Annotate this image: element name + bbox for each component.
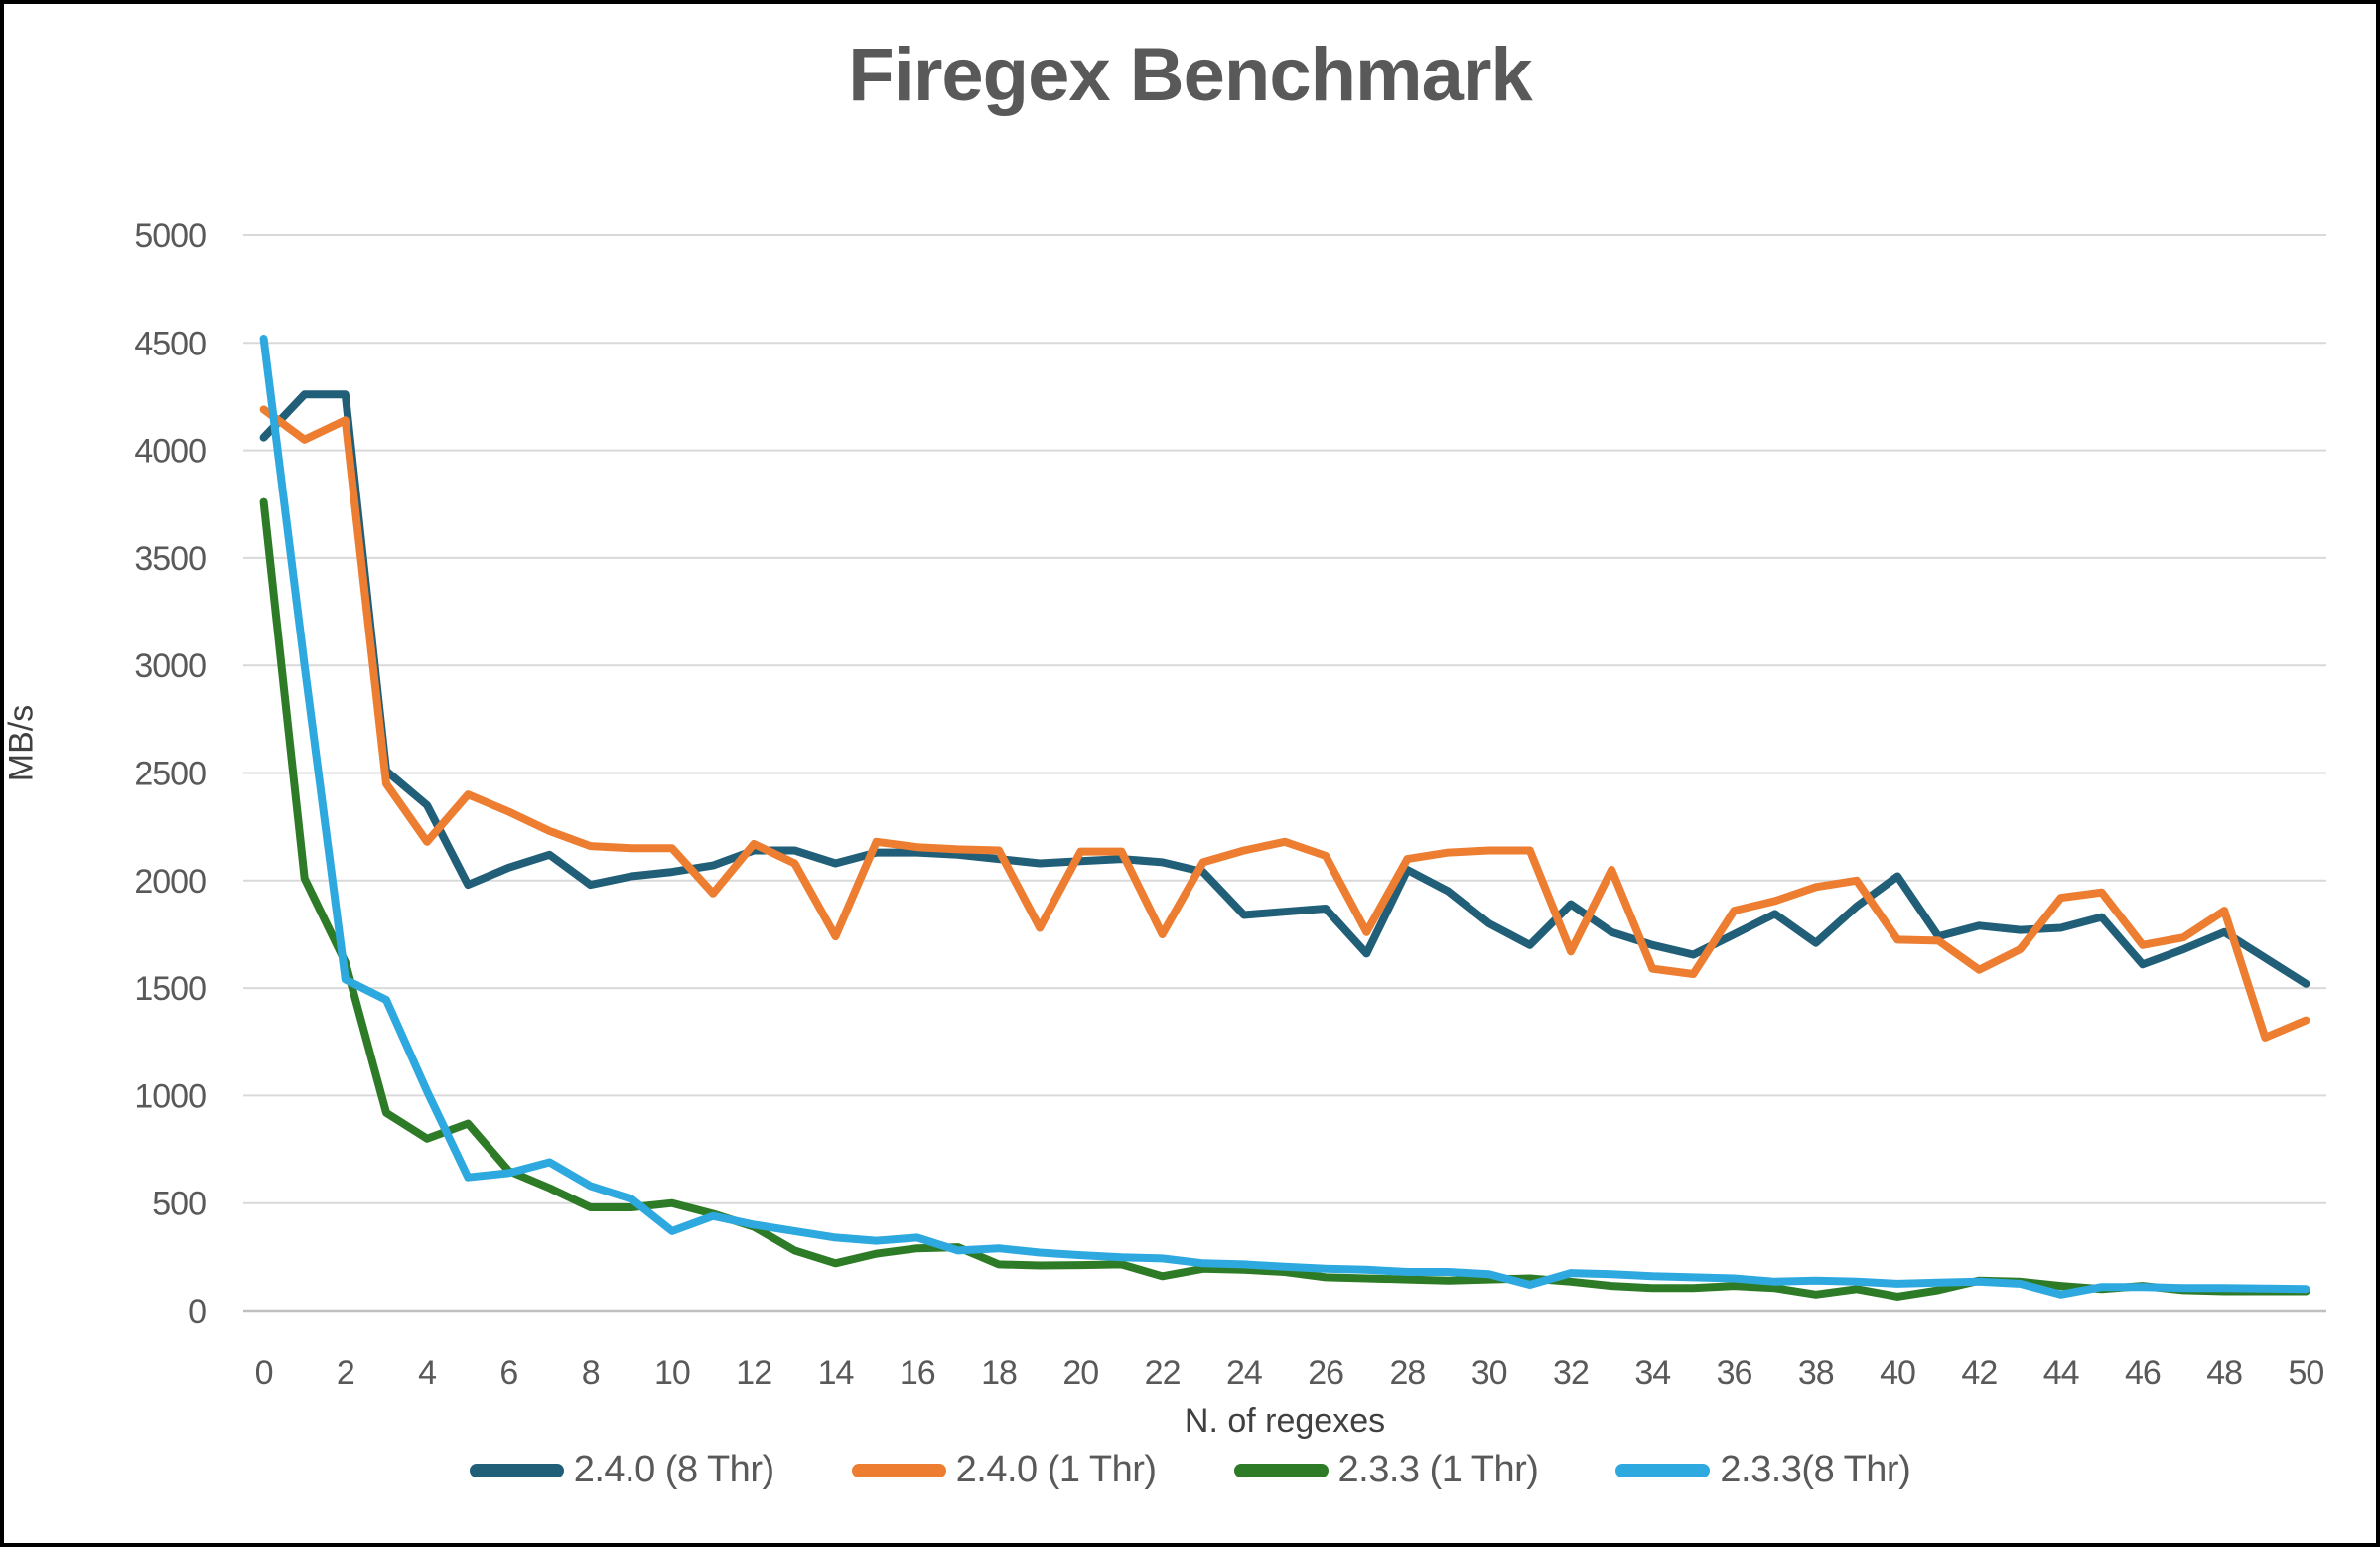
x-tick-label-4: 4 [418, 1354, 436, 1392]
y-tick-label-2000: 2000 [134, 863, 206, 901]
legend: 2.4.0 (8 Thr) 2.4.0 (1 Thr) 2.3.3 (1 Thr) 2… [4, 1449, 2376, 1491]
x-tick-label-36: 36 [1717, 1354, 1752, 1392]
legend-label: 2.3.3 (1 Thr) [1337, 1449, 1539, 1490]
legend-item-2: 2.3.3 (1 Thr) [1233, 1449, 1539, 1491]
x-tick-label-18: 18 [981, 1354, 1017, 1392]
y-tick-label-1000: 1000 [134, 1077, 206, 1115]
x-tick-label-44: 44 [2043, 1354, 2079, 1392]
legend-label: 2.4.0 (1 Thr) [955, 1449, 1157, 1490]
x-tick-label-24: 24 [1226, 1354, 1262, 1392]
x-tick-label-12: 12 [736, 1354, 771, 1392]
series-line-1 [259, 405, 2310, 1042]
legend-label: 2.4.0 (8 Thr) [573, 1449, 774, 1490]
x-tick-label-0: 0 [255, 1354, 273, 1392]
y-tick-label-4500: 4500 [134, 325, 206, 362]
x-tick-label-26: 26 [1308, 1354, 1343, 1392]
y-axis-title: MB/s [2, 704, 41, 782]
y-tick-label-2500: 2500 [134, 756, 206, 793]
x-tick-label-42: 42 [1961, 1354, 1997, 1392]
x-tick-label-50: 50 [2289, 1354, 2324, 1392]
legend-swatch-icon [469, 1463, 564, 1477]
series-line-0 [259, 390, 2310, 988]
x-tick-label-16: 16 [900, 1354, 935, 1392]
x-tick-label-30: 30 [1471, 1354, 1507, 1392]
y-tick-label-1500: 1500 [134, 970, 206, 1008]
legend-swatch-icon [851, 1463, 946, 1477]
legend-item-3: 2.3.3(8 Thr) [1615, 1449, 1911, 1491]
x-tick-label-34: 34 [1634, 1354, 1670, 1392]
x-tick-label-28: 28 [1389, 1354, 1425, 1392]
legend-item-0: 2.4.0 (8 Thr) [469, 1449, 774, 1491]
y-tick-label-500: 500 [152, 1186, 206, 1223]
legend-swatch-icon [1615, 1463, 1711, 1477]
x-tick-label-38: 38 [1798, 1354, 1834, 1392]
y-tick-label-0: 0 [188, 1293, 206, 1331]
x-axis-title: N. of regexes [1184, 1402, 1386, 1440]
x-tick-label-14: 14 [818, 1354, 854, 1392]
x-tick-label-20: 20 [1062, 1354, 1098, 1392]
x-tick-label-46: 46 [2125, 1354, 2161, 1392]
y-tick-label-3000: 3000 [134, 647, 206, 685]
y-tick-label-4000: 4000 [134, 433, 206, 471]
x-tick-label-48: 48 [2206, 1354, 2242, 1392]
x-tick-label-40: 40 [1880, 1354, 1915, 1392]
y-tick-label-5000: 5000 [134, 217, 206, 255]
x-tick-label-10: 10 [654, 1354, 690, 1392]
legend-label: 2.3.3(8 Thr) [1720, 1449, 1911, 1490]
legend-swatch-icon [1233, 1463, 1329, 1477]
x-tick-label-2: 2 [337, 1354, 354, 1392]
series-line-3 [259, 335, 2310, 1299]
y-tick-label-3500: 3500 [134, 540, 206, 578]
x-tick-label-22: 22 [1145, 1354, 1181, 1392]
x-tick-label-8: 8 [582, 1354, 600, 1392]
legend-item-1: 2.4.0 (1 Thr) [851, 1449, 1157, 1491]
chart-plot-area: 0500100015002000250030003500400045005000… [134, 217, 2326, 1392]
chart-title: Firegex Benchmark [848, 33, 1532, 117]
x-tick-label-32: 32 [1553, 1354, 1589, 1392]
x-tick-label-6: 6 [499, 1354, 517, 1392]
